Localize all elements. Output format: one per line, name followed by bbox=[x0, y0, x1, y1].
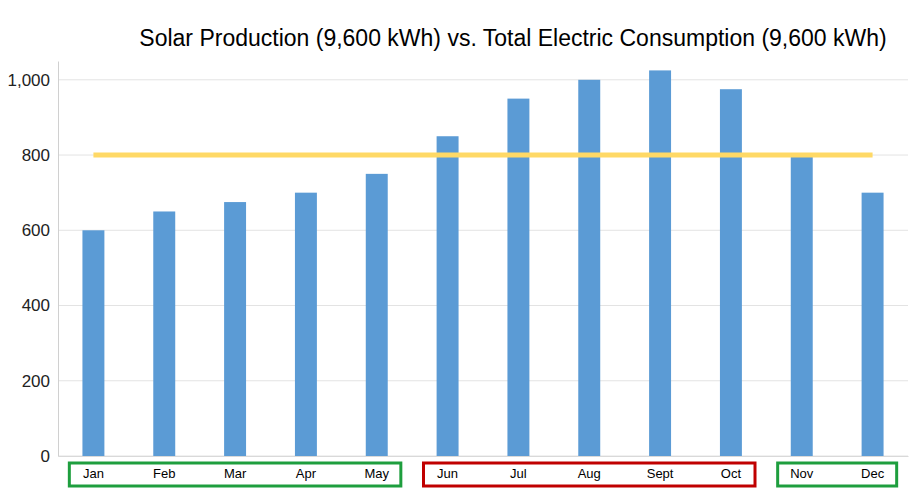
y-tick-label: 800 bbox=[22, 146, 50, 165]
x-tick: May bbox=[364, 456, 389, 481]
bar bbox=[578, 80, 600, 456]
x-tick-label: Aug bbox=[578, 466, 601, 481]
y-tick: 1,000 bbox=[7, 71, 58, 90]
chart: Solar Production (9,600 kWh) vs. Total E… bbox=[0, 0, 919, 495]
x-tick-label: Mar bbox=[224, 466, 247, 481]
x-tick-label: May bbox=[364, 466, 389, 481]
x-tick-label: Oct bbox=[721, 466, 742, 481]
x-tick-label: Jan bbox=[83, 466, 104, 481]
x-tick-label: Feb bbox=[153, 466, 175, 481]
month-group-box bbox=[778, 463, 897, 486]
y-tick-label: 0 bbox=[41, 447, 50, 466]
x-tick: Feb bbox=[153, 456, 175, 481]
bar bbox=[720, 89, 742, 456]
y-tick: 0 bbox=[41, 447, 58, 466]
bar-series bbox=[82, 70, 883, 456]
bar bbox=[153, 211, 175, 456]
y-tick: 800 bbox=[22, 146, 58, 165]
x-tick: Jan bbox=[83, 456, 104, 481]
y-axis: 0 200 400 600 800 1,000 bbox=[7, 62, 58, 466]
grid bbox=[58, 80, 908, 456]
y-tick: 400 bbox=[22, 296, 58, 315]
y-axis-line bbox=[58, 62, 59, 457]
x-axis-line bbox=[59, 456, 909, 457]
bar bbox=[862, 193, 884, 456]
bar bbox=[791, 155, 813, 456]
x-tick: Sept bbox=[647, 456, 674, 481]
bar bbox=[82, 230, 104, 456]
month-groups bbox=[69, 463, 896, 486]
x-tick-label: Sept bbox=[647, 466, 674, 481]
bar bbox=[437, 136, 459, 456]
grid-line bbox=[58, 230, 908, 231]
x-tick-label: Dec bbox=[861, 466, 885, 481]
x-tick: Nov bbox=[790, 456, 814, 481]
x-tick: Jul bbox=[510, 456, 527, 481]
x-tick: Dec bbox=[861, 456, 885, 481]
y-tick-label: 1,000 bbox=[7, 71, 50, 90]
grid-line bbox=[58, 456, 908, 457]
bar bbox=[649, 70, 671, 456]
grid-line bbox=[58, 155, 908, 156]
y-tick: 600 bbox=[22, 221, 58, 240]
y-tick: 200 bbox=[22, 372, 58, 391]
grid-line bbox=[58, 380, 908, 381]
month-group-box bbox=[69, 463, 401, 486]
grid-line bbox=[58, 79, 908, 80]
y-tick-label: 200 bbox=[22, 372, 50, 391]
y-tick-label: 600 bbox=[22, 221, 50, 240]
bar bbox=[366, 174, 388, 456]
plot-area bbox=[82, 70, 883, 456]
title: Solar Production (9,600 kWh) vs. Total E… bbox=[139, 25, 886, 51]
x-tick: Apr bbox=[296, 456, 317, 481]
x-tick: Oct bbox=[721, 456, 742, 481]
x-axis: Jan Feb Mar Apr May Jun Jul Aug Sept Oct Nov Dec bbox=[59, 456, 909, 481]
x-tick-label: Jun bbox=[437, 466, 458, 481]
y-tick-label: 400 bbox=[22, 296, 50, 315]
grid-line bbox=[58, 305, 908, 306]
month-group-box bbox=[424, 463, 756, 486]
x-tick: Mar bbox=[224, 456, 247, 481]
bar bbox=[224, 202, 246, 456]
x-tick-label: Apr bbox=[296, 466, 317, 481]
bar bbox=[295, 193, 317, 456]
x-tick-label: Jul bbox=[510, 466, 527, 481]
x-tick: Aug bbox=[578, 456, 601, 481]
bar bbox=[507, 99, 529, 456]
line bbox=[93, 153, 872, 158]
x-tick: Jun bbox=[437, 456, 458, 481]
x-tick-label: Nov bbox=[790, 466, 814, 481]
